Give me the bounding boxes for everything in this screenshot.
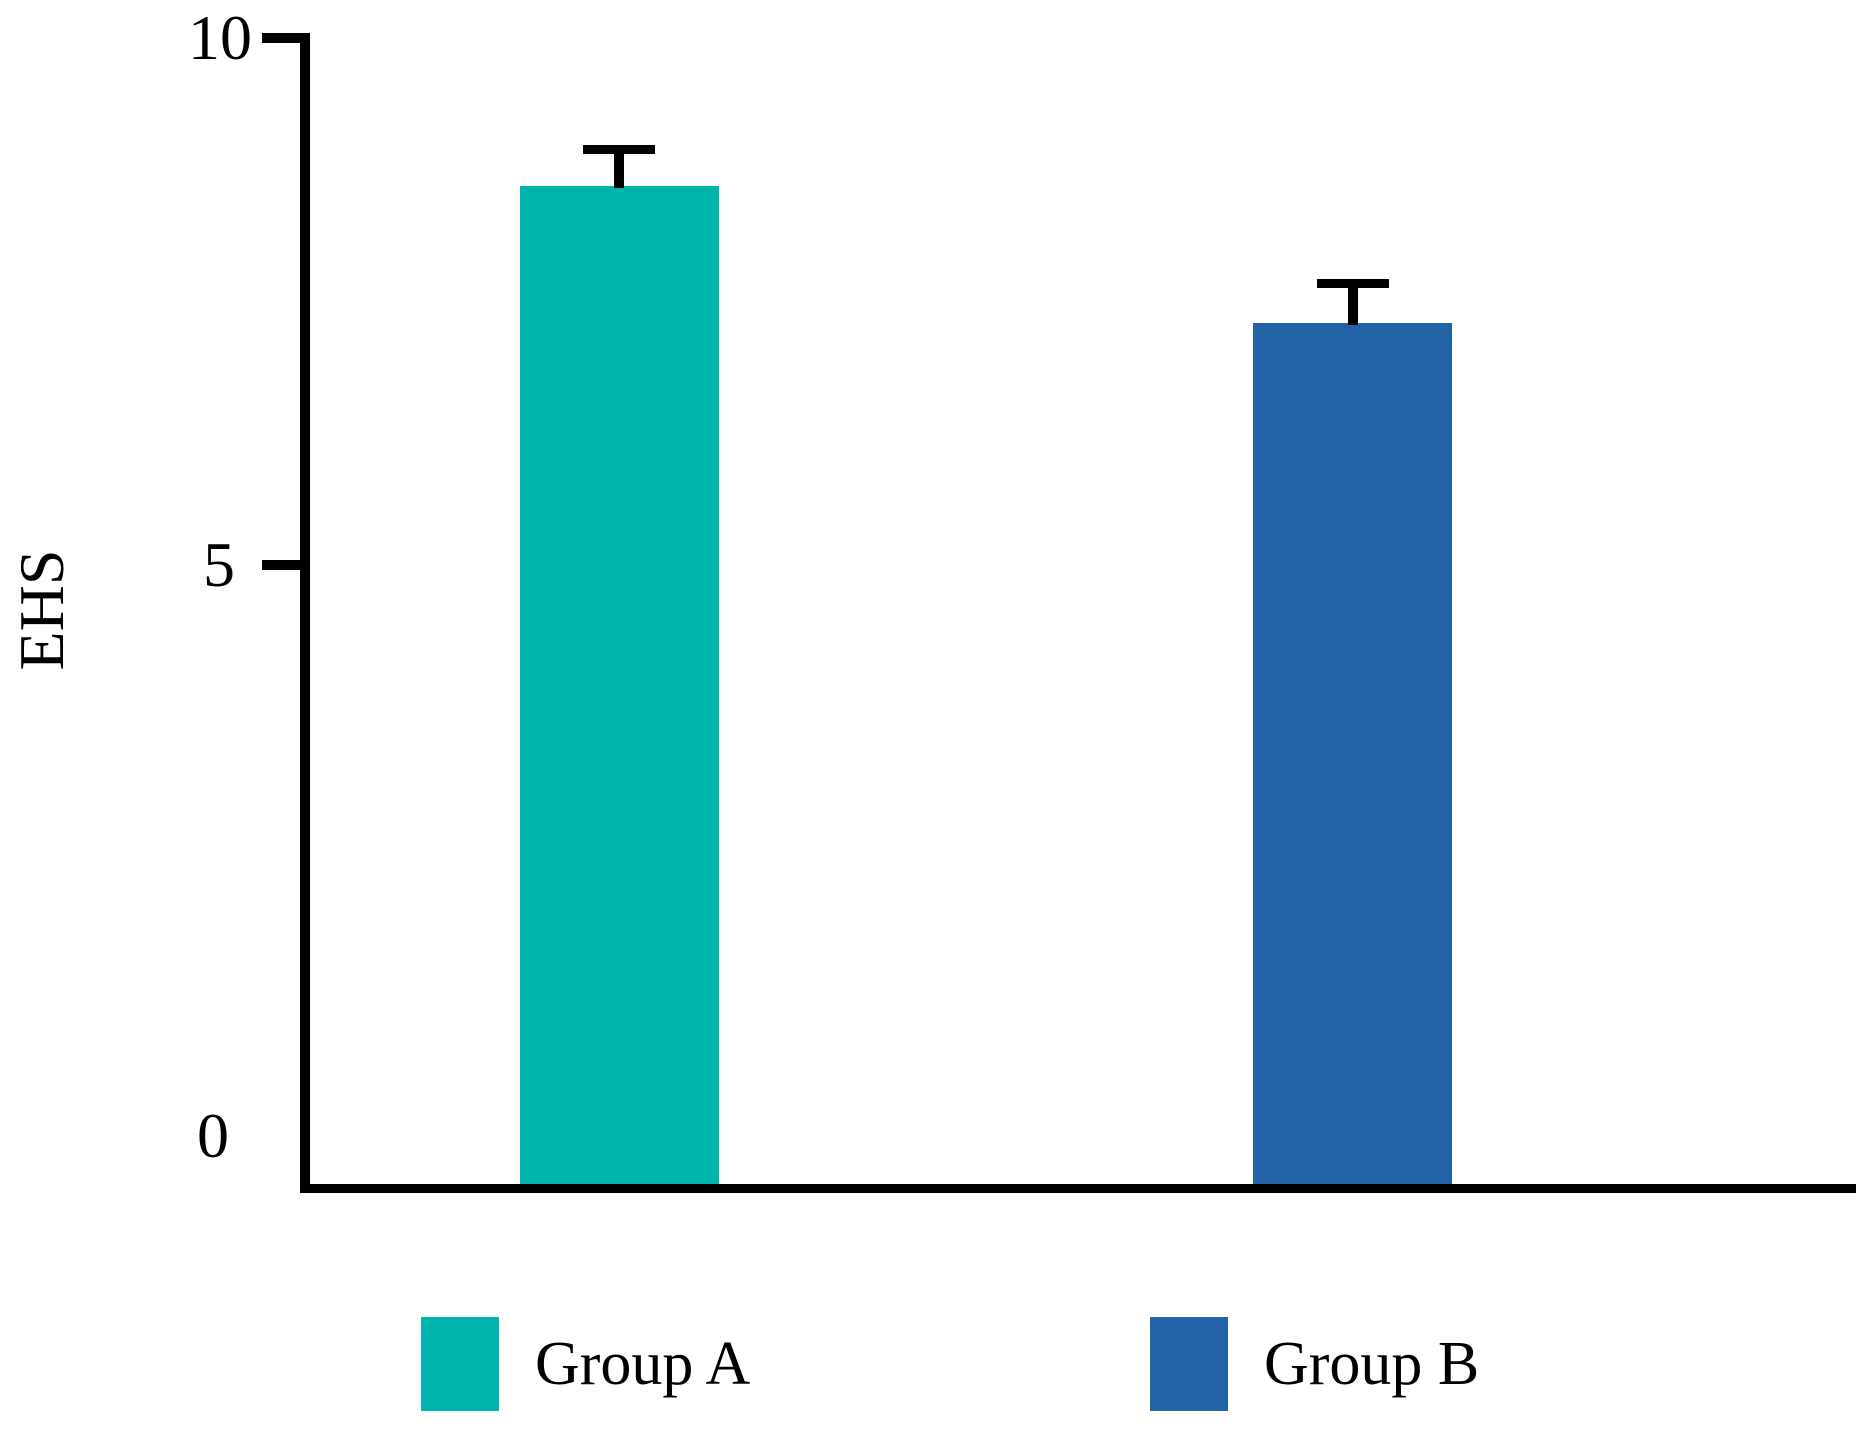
x-axis-line [300,1184,1856,1193]
error-bar-cap-group-a [583,145,655,155]
legend-label-group-a: Group A [535,1330,751,1398]
y-axis-title: EHS [6,549,77,671]
legend-label-group-b: Group B [1264,1330,1480,1398]
y-tick-label-10: 10 [188,2,252,73]
legend-item-group-a: Group A [421,1317,750,1411]
y-tick-label-5: 5 [203,529,235,600]
y-tick-mark-5 [262,560,300,570]
error-bar-cap-group-b [1316,279,1389,289]
error-bar-stem-group-a [614,149,624,188]
bar-group-b [1253,322,1452,1184]
y-tick-label-0: 0 [197,1100,229,1171]
bar-group-a [519,185,719,1184]
y-tick-mark-10 [262,33,300,43]
y-axis-line [300,33,310,1193]
legend-swatch-group-a [421,1317,499,1411]
error-bar-stem-group-b [1347,283,1358,325]
legend-item-group-b: Group B [1150,1317,1479,1411]
legend-swatch-group-b [1150,1317,1228,1411]
